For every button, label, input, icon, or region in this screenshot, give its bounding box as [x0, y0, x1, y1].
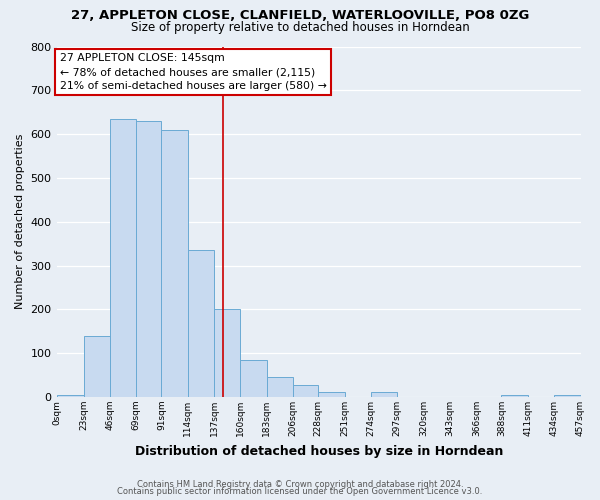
Bar	[267, 378, 293, 397]
Bar	[318, 392, 344, 397]
Bar	[161, 130, 188, 397]
Text: Size of property relative to detached houses in Horndean: Size of property relative to detached ho…	[131, 21, 469, 34]
Bar	[110, 119, 136, 397]
Text: Contains public sector information licensed under the Open Government Licence v3: Contains public sector information licen…	[118, 487, 482, 496]
Bar	[57, 395, 83, 397]
Bar	[554, 395, 581, 397]
Bar	[136, 121, 161, 397]
Text: 27, APPLETON CLOSE, CLANFIELD, WATERLOOVILLE, PO8 0ZG: 27, APPLETON CLOSE, CLANFIELD, WATERLOOV…	[71, 9, 529, 22]
Bar	[83, 336, 110, 397]
Text: Contains HM Land Registry data © Crown copyright and database right 2024.: Contains HM Land Registry data © Crown c…	[137, 480, 463, 489]
Bar	[502, 395, 528, 397]
Bar	[241, 360, 267, 397]
Bar	[214, 310, 241, 397]
Y-axis label: Number of detached properties: Number of detached properties	[15, 134, 25, 310]
Text: 27 APPLETON CLOSE: 145sqm
← 78% of detached houses are smaller (2,115)
21% of se: 27 APPLETON CLOSE: 145sqm ← 78% of detac…	[59, 53, 326, 91]
Bar	[293, 385, 318, 397]
Bar	[371, 392, 397, 397]
Bar	[188, 250, 214, 397]
X-axis label: Distribution of detached houses by size in Horndean: Distribution of detached houses by size …	[134, 444, 503, 458]
